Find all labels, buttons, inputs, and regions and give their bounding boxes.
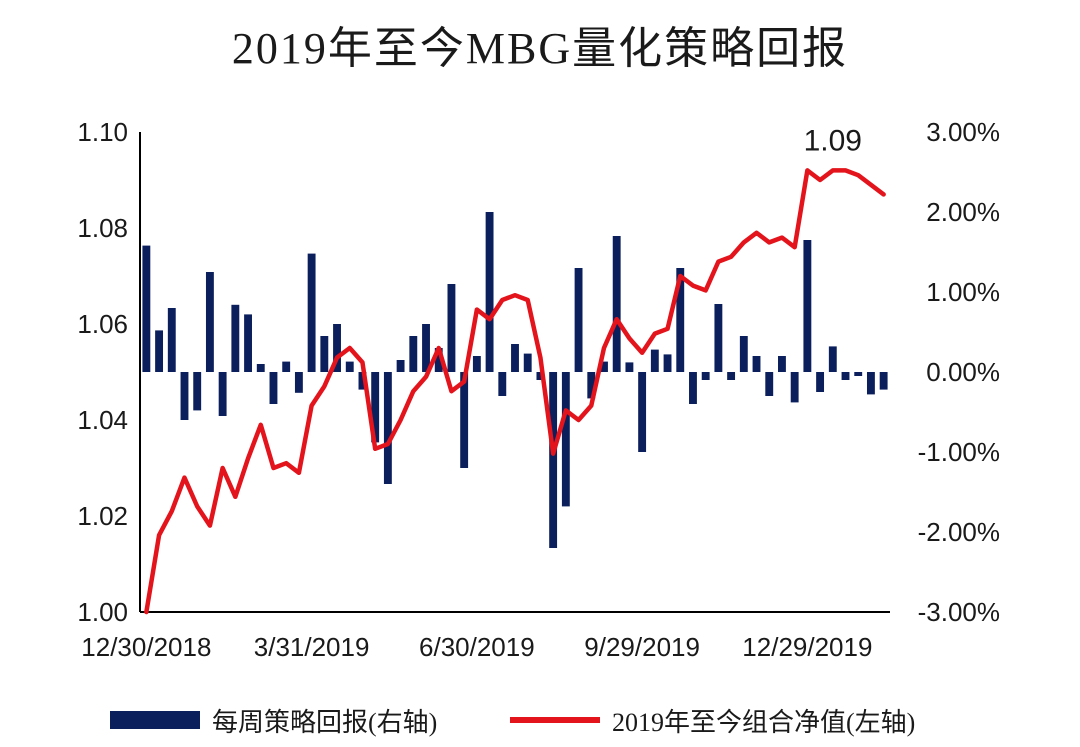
- left-tick-label: 1.08: [77, 213, 128, 243]
- bar: [854, 372, 863, 376]
- bar: [269, 372, 278, 404]
- bar: [167, 308, 176, 372]
- bar: [778, 356, 786, 372]
- right-tick-label: -1.00%: [918, 437, 1000, 467]
- bar: [511, 344, 519, 372]
- bar: [790, 372, 799, 403]
- right-tick-label: 0.00%: [926, 357, 1000, 387]
- bar: [282, 361, 291, 372]
- legend-swatch-line: [510, 717, 600, 723]
- bar: [663, 354, 672, 372]
- bar: [371, 372, 380, 443]
- bar: [879, 372, 888, 390]
- legend-swatch-bar: [110, 711, 200, 729]
- left-tick-label: 1.04: [77, 405, 128, 435]
- bar: [689, 372, 697, 404]
- x-tick-label: 3/31/2019: [254, 632, 370, 662]
- bar: [485, 212, 494, 372]
- chart-axes: [139, 132, 890, 613]
- bar: [701, 372, 710, 380]
- bar: [256, 364, 265, 372]
- left-tick-label: 1.02: [77, 501, 128, 531]
- bar: [180, 372, 189, 420]
- bar: [358, 372, 367, 390]
- x-tick-label: 12/29/2019: [742, 632, 872, 662]
- bar: [460, 372, 469, 468]
- bar: [498, 372, 507, 396]
- bar: [612, 236, 621, 372]
- bar: [294, 372, 303, 393]
- bar: [231, 304, 240, 372]
- tick-labels: 1.00 1.02 1.04 1.06 1.08 1.10 -3.00% -2.00% -1.0…: [77, 117, 1000, 662]
- bar: [739, 336, 748, 372]
- x-tick-label: 9/29/2019: [584, 632, 700, 662]
- bar: [600, 361, 608, 372]
- legend-item-line: 2019年至今组合净值(左轴): [510, 700, 915, 740]
- nav-line: [144, 168, 886, 615]
- right-tick-label: 3.00%: [926, 117, 1000, 147]
- left-tick-label: 1.00: [77, 597, 128, 627]
- bar: [727, 372, 736, 380]
- x-tick-label: 6/30/2019: [419, 632, 535, 662]
- legend-label-line: 2019年至今组合净值(左轴): [612, 707, 916, 737]
- bar: [765, 372, 774, 396]
- bar: [676, 268, 685, 372]
- bar: [333, 324, 341, 372]
- chart-canvas: 1.00 1.02 1.04 1.06 1.08 1.10 -3.00% -2.00% -1.0…: [77, 117, 1000, 662]
- bar: [307, 253, 316, 372]
- chart-title: 2019年至今MBG量化策略回报: [231, 24, 849, 73]
- bar: [409, 336, 418, 372]
- bar: [320, 336, 329, 372]
- nav-line-series: [144, 168, 886, 615]
- right-tick-label: -2.00%: [918, 517, 1000, 547]
- bar: [345, 361, 354, 372]
- bar: [574, 268, 583, 372]
- bar: [422, 324, 430, 372]
- right-tick-label: 1.00%: [926, 277, 1000, 307]
- bar: [866, 372, 875, 395]
- x-tick-label: 12/30/2018: [81, 632, 211, 662]
- right-tick-label: -3.00%: [918, 597, 1000, 627]
- bar: [244, 314, 252, 372]
- bar: [650, 349, 659, 372]
- bar: [561, 372, 570, 507]
- bar: [193, 372, 202, 411]
- bar: [841, 372, 850, 380]
- bar: [155, 330, 164, 372]
- bar: [142, 245, 151, 372]
- bar: [587, 372, 596, 399]
- bar: [472, 356, 481, 372]
- bar: [383, 372, 392, 484]
- bar: [523, 353, 532, 372]
- bar: [549, 372, 558, 548]
- bar: [625, 362, 634, 372]
- legend-label-bars: 每周策略回报(右轴): [212, 707, 438, 737]
- bar: [803, 240, 812, 372]
- bar: [828, 346, 837, 372]
- bar: [638, 372, 647, 452]
- end-value-annotation: 1.09: [804, 124, 862, 157]
- bar: [434, 348, 443, 372]
- bar: [205, 272, 214, 372]
- bar: [218, 372, 227, 416]
- bar: [536, 372, 545, 380]
- bar: [816, 372, 825, 392]
- bar: [752, 356, 761, 372]
- left-tick-label: 1.06: [77, 309, 128, 339]
- weekly-return-bars: [142, 212, 888, 548]
- bar: [447, 284, 456, 372]
- right-tick-label: 2.00%: [926, 197, 1000, 227]
- left-tick-label: 1.10: [77, 117, 128, 147]
- legend-item-bars: 每周策略回报(右轴): [110, 700, 437, 740]
- bar: [714, 304, 723, 372]
- bar: [396, 360, 405, 372]
